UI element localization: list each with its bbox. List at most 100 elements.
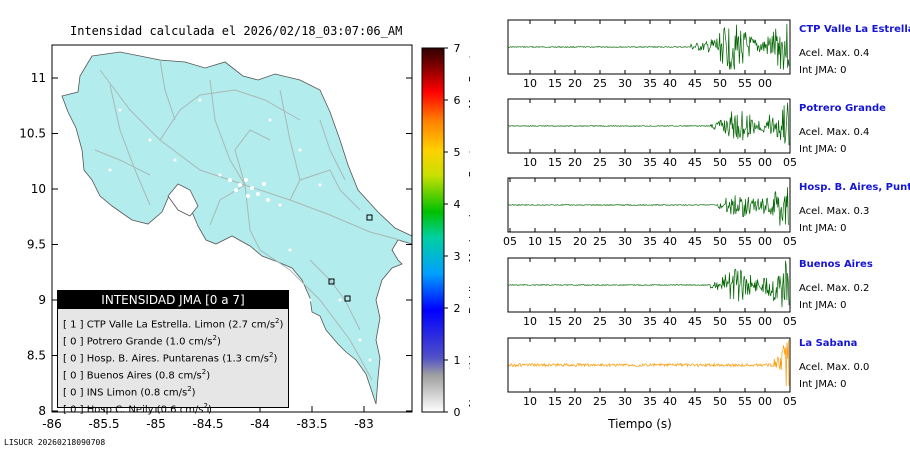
time-tick: 00	[758, 77, 772, 90]
time-tick: 05	[783, 156, 797, 169]
intensity-legend: INTENSIDAD JMA [0 a 7] [ 1 ] CTP Valle L…	[57, 290, 289, 415]
seismogram-trace: 10 15 20 25 30 35 40 45 50 55 00 05	[507, 98, 797, 169]
time-tick: 05	[783, 315, 797, 328]
time-tick: 30	[618, 395, 632, 408]
map-y-tick: 11	[31, 71, 46, 85]
legend-unit-exponent: 2	[201, 368, 207, 376]
time-tick: 20	[573, 235, 587, 248]
time-tick: 45	[688, 315, 702, 328]
seismogram-panel: 10 15 20 25 30 35 40 45 50 55 00 10 15 20 25 30 35 40 45 50…	[503, 19, 797, 431]
station-jma: Int JMA: 0	[799, 223, 847, 234]
legend-station: Potrero Grande (1.0 cm/s	[86, 336, 213, 348]
map-x-tick: -85	[146, 417, 166, 431]
map-y-tick: 8	[38, 404, 46, 418]
station-accel: Acel. Max. 0.2	[799, 283, 870, 294]
time-tick: 00	[758, 315, 772, 328]
time-tick: 45	[688, 156, 702, 169]
time-tick: 25	[593, 156, 607, 169]
time-tick: 40	[663, 156, 677, 169]
station-marker	[344, 295, 351, 302]
station-marker	[366, 214, 373, 221]
legend-row: [ 0 ] Potrero Grande (1.0 cm/s2)	[58, 330, 288, 347]
station-marker	[328, 278, 335, 285]
time-tick: 45	[688, 77, 702, 90]
legend-level: [ 0 ]	[63, 370, 84, 382]
map-y-tick: 8.5	[27, 349, 46, 363]
colorbar-tick: 4	[454, 198, 461, 211]
time-tick: 30	[618, 235, 632, 248]
colorbar-tick: 5	[454, 146, 461, 159]
time-tick: 35	[643, 395, 657, 408]
time-tick: 30	[618, 77, 632, 90]
time-tick: 10	[523, 77, 537, 90]
seismogram-trace: 10 15 20 25 30 35 40 45 50 55 00 05	[507, 257, 797, 328]
time-tick: 40	[663, 395, 677, 408]
time-tick: 25	[593, 315, 607, 328]
legend-close: )	[279, 319, 284, 331]
time-tick: 20	[568, 315, 582, 328]
waveform	[508, 102, 790, 146]
legend-close: )	[216, 336, 221, 348]
legend-station: Buenos Aires (0.8 cm/s	[86, 370, 202, 382]
station-name: La Sabana	[799, 338, 858, 349]
time-tick: 40	[663, 77, 677, 90]
time-tick: 45	[688, 235, 702, 248]
legend-unit-exponent: 2	[275, 317, 280, 325]
legend-station: Hosp. B. Aires. Puntarenas (1.3 cm/s	[86, 353, 269, 365]
time-tick: 55	[738, 156, 752, 169]
time-tick: 10	[523, 156, 537, 169]
map-x-tick: -83	[354, 417, 374, 431]
colorbar-label: No sentido	[467, 348, 470, 407]
station-name: Buenos Aires	[799, 259, 873, 270]
legend-level: [ 1 ]	[63, 319, 84, 331]
time-tick: 15	[548, 315, 562, 328]
map-x-tick: -84.5	[192, 417, 223, 431]
colorbar-label: Debil	[467, 286, 470, 314]
seismogram-trace: 05 10 15 20 25 30 35 40 45 50 55 00 05	[503, 177, 797, 248]
map-x-tick: -85.5	[88, 417, 119, 431]
time-tick: 20	[568, 395, 582, 408]
colorbar-tick: 2	[454, 302, 461, 315]
legend-close: )	[273, 353, 278, 365]
legend-row: [ 1 ] CTP Valle La Estrella. Limon (2.7 …	[58, 313, 288, 330]
legend-station: INS Limon (0.8 cm/s	[86, 387, 188, 399]
station-name: CTP Valle La Estrella, L	[799, 24, 910, 35]
time-tick: 55	[738, 395, 752, 408]
legend-unit-exponent: 2	[203, 402, 208, 410]
station-accel: Acel. Max. 0.3	[799, 206, 870, 217]
intensity-colorbar	[421, 47, 445, 413]
legend-level: [ 0 ]	[63, 404, 84, 416]
time-tick: 25	[593, 77, 607, 90]
time-tick: 50	[713, 77, 727, 90]
colorbar-tick: 1	[454, 354, 461, 367]
map-x-tick: -86	[42, 417, 62, 431]
time-tick: 00	[758, 395, 772, 408]
legend-title: INTENSIDAD JMA [0 a 7]	[58, 291, 288, 309]
time-tick: 00	[758, 156, 772, 169]
time-tick: 55	[738, 315, 752, 328]
time-tick: 00	[758, 235, 772, 248]
time-tick: 25	[593, 395, 607, 408]
time-tick: 15	[548, 77, 562, 90]
waveform	[508, 260, 790, 308]
colorbar-label: Muy Fuerte	[467, 47, 470, 109]
legend-unit-exponent: 2	[187, 385, 192, 393]
station-name: Hosp. B. Aires, Puntare	[799, 182, 910, 193]
time-tick: 40	[663, 235, 677, 248]
station-markers	[328, 214, 373, 302]
colorbar-tick: 6	[454, 94, 461, 107]
map-x-tick: -83.5	[296, 417, 327, 431]
road-network	[94, 59, 401, 381]
waveform	[508, 23, 790, 70]
waveform	[508, 187, 790, 226]
station-accel: Acel. Max. 0.4	[799, 48, 870, 59]
station-accel: Acel. Max. 0.4	[799, 127, 870, 138]
time-tick: 05	[503, 235, 517, 248]
colorbar-label: Fuerte	[467, 142, 470, 177]
time-tick: 35	[643, 77, 657, 90]
time-tick: 15	[548, 395, 562, 408]
time-tick: 45	[688, 395, 702, 408]
seismogram-trace: 10 15 20 25 30 35 40 45 50 55 00	[507, 19, 791, 90]
legend-close: )	[206, 370, 211, 382]
time-tick: 10	[523, 315, 537, 328]
